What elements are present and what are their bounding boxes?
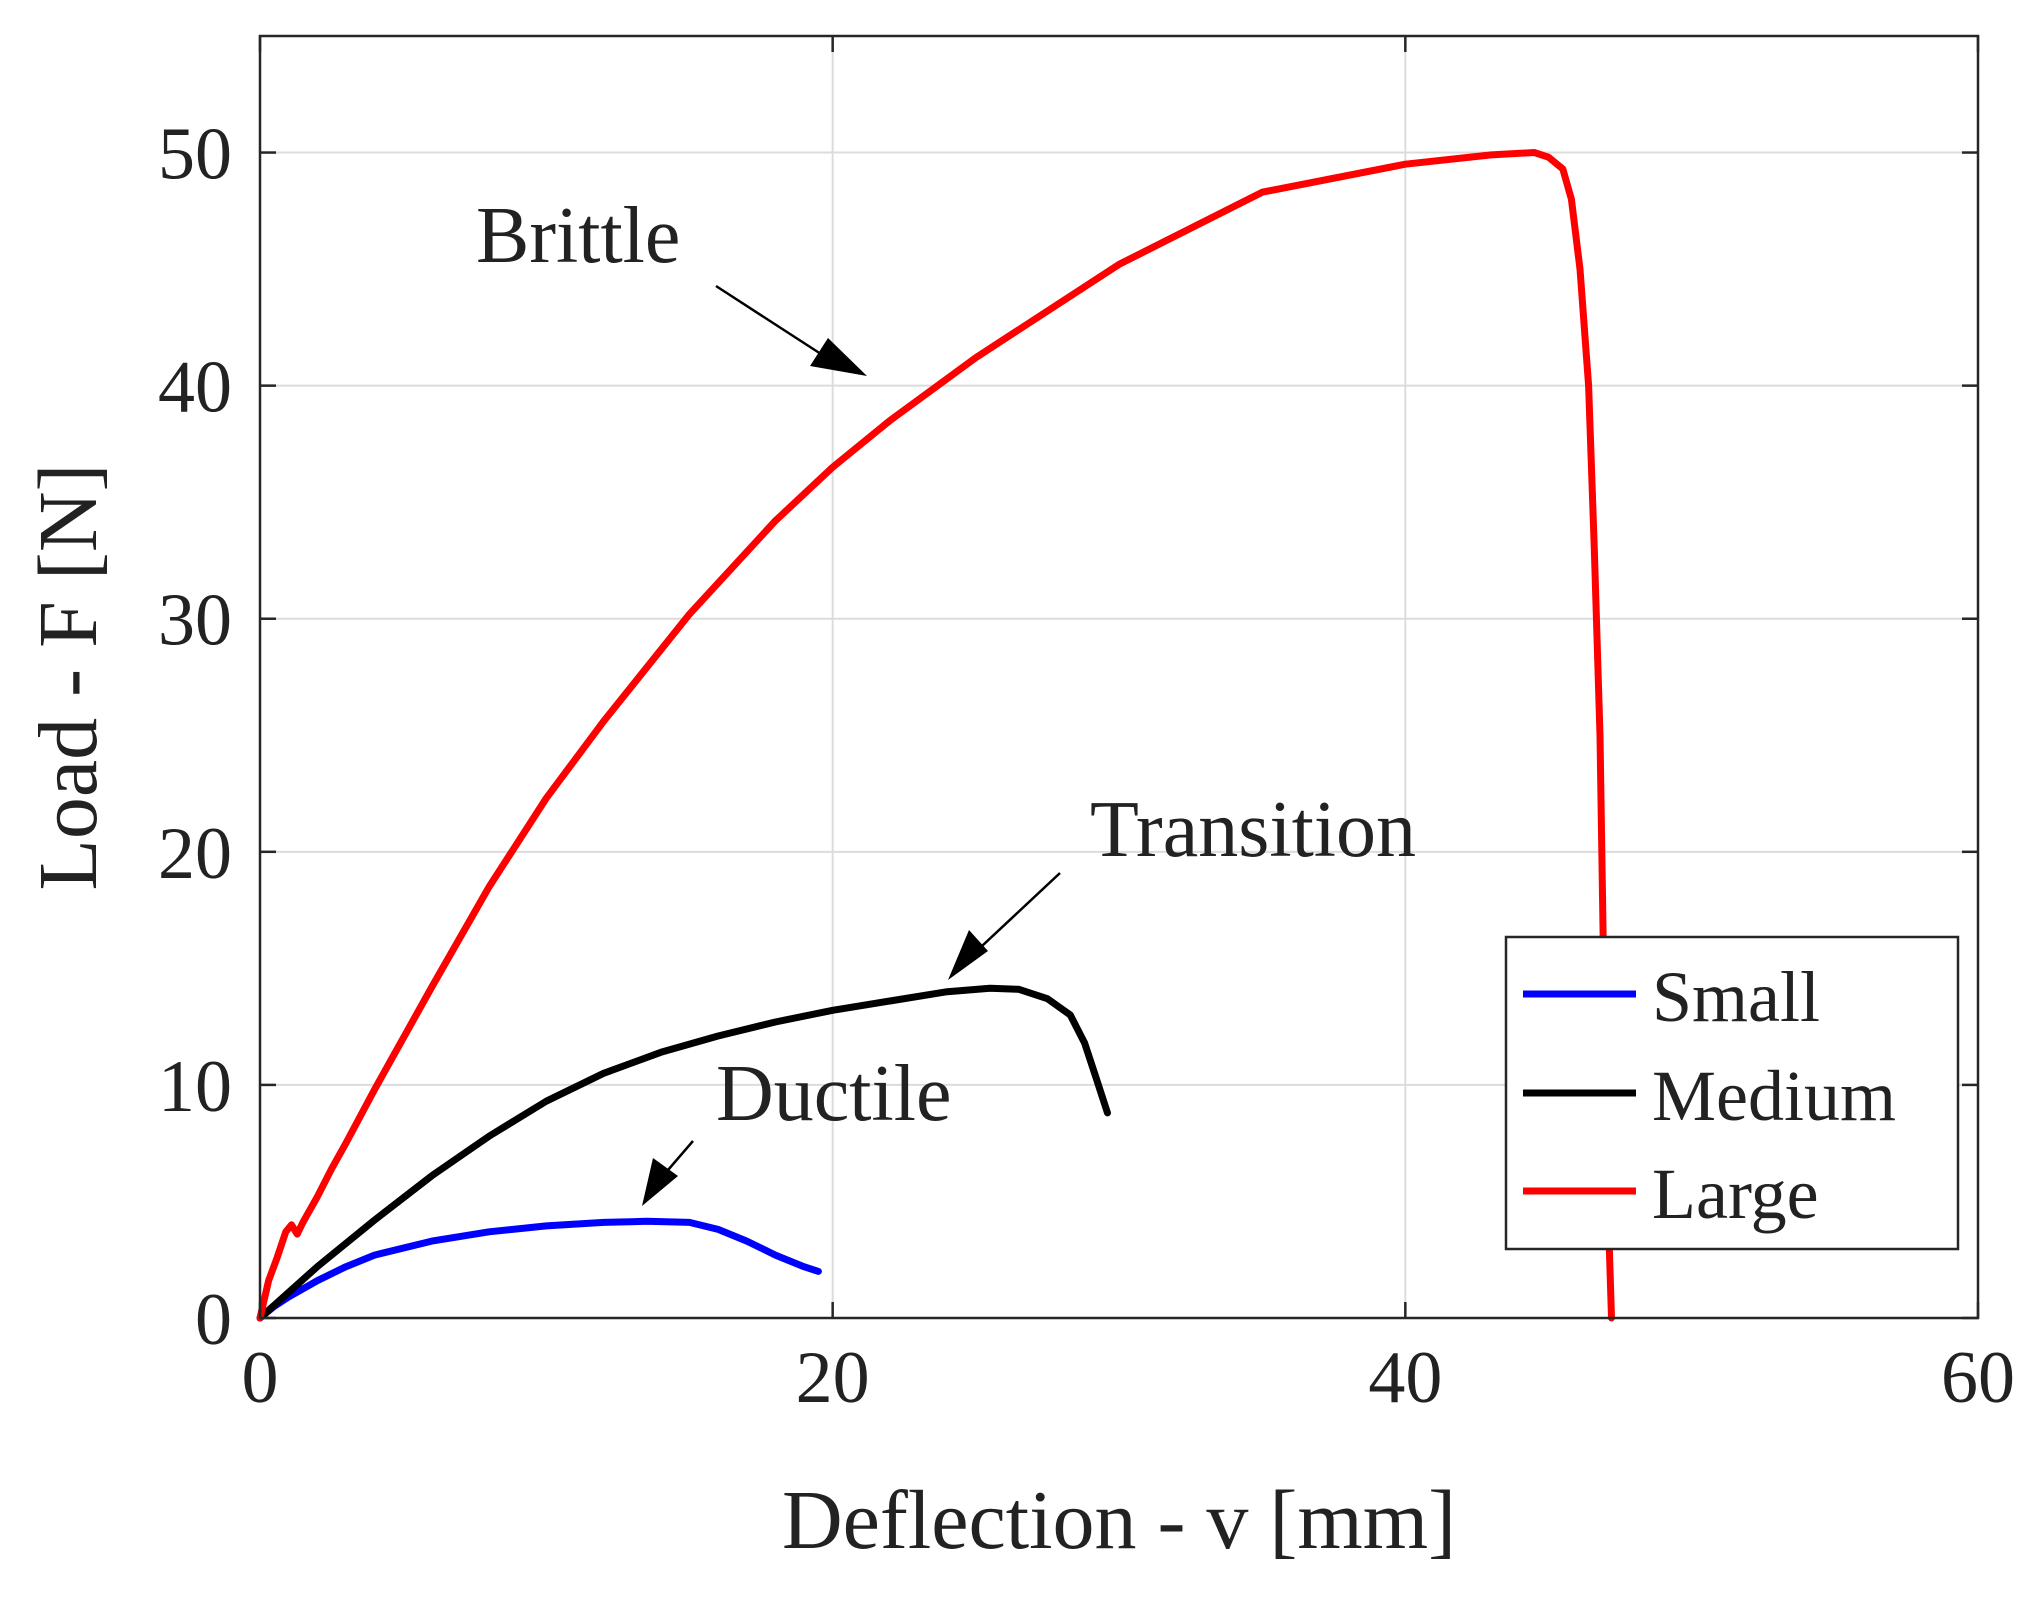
x-tick-label: 40 bbox=[1368, 1337, 1442, 1419]
y-tick-label: 30 bbox=[158, 580, 232, 662]
x-tick-label: 20 bbox=[796, 1337, 870, 1419]
series-line-medium bbox=[256, 984, 1111, 1322]
plot-series bbox=[256, 149, 1615, 1322]
annotation-ductile: Ductile bbox=[716, 1050, 951, 1138]
series-line-small bbox=[256, 1217, 822, 1322]
axes-frame bbox=[258, 34, 1980, 1320]
y-axis-label: Load - F [N] bbox=[22, 464, 115, 891]
series-line-large bbox=[256, 149, 1615, 1322]
legend-label-medium: Medium bbox=[1652, 1056, 1896, 1136]
annotation-transition: Transition bbox=[1090, 786, 1416, 874]
y-tick-label: 0 bbox=[195, 1279, 232, 1361]
arrow-head-brittle bbox=[810, 338, 867, 376]
x-tick-label: 0 bbox=[242, 1337, 279, 1419]
annotations: Brittle Transition Ductile bbox=[476, 192, 1416, 1206]
y-tick-label: 20 bbox=[158, 813, 232, 895]
legend: Small Medium Large bbox=[1504, 935, 1960, 1251]
legend-label-large: Large bbox=[1652, 1154, 1819, 1234]
y-tick-label: 50 bbox=[158, 114, 232, 196]
y-tick-label: 10 bbox=[158, 1046, 232, 1128]
annotation-brittle: Brittle bbox=[476, 192, 680, 280]
arrow-head-ductile bbox=[642, 1158, 678, 1206]
tick-labels: 0 20 40 60 0 10 20 30 40 50 bbox=[158, 114, 2015, 1419]
x-tick-label: 60 bbox=[1941, 1337, 2015, 1419]
arrow-head-transition bbox=[948, 930, 988, 980]
x-axis-label: Deflection - v [mm] bbox=[782, 1474, 1456, 1567]
axis-ticks bbox=[258, 36, 1980, 1320]
y-tick-label: 40 bbox=[158, 347, 232, 429]
legend-label-small: Small bbox=[1652, 957, 1820, 1037]
